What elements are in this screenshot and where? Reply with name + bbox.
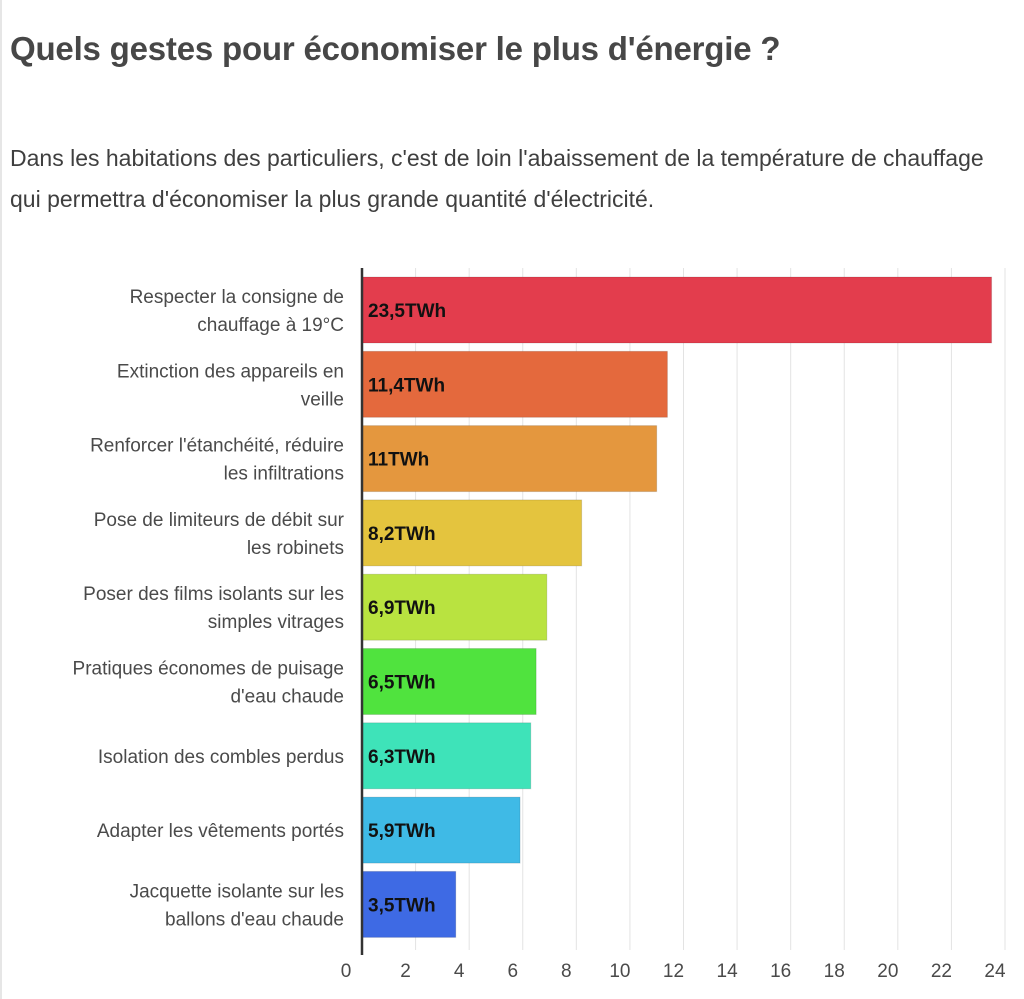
data-label: 11TWh: [368, 450, 429, 471]
x-tick-label: 0: [341, 961, 352, 982]
category-label: Pose de limiteurs de débit sur les robine…: [94, 510, 345, 559]
x-tick-label: 6: [507, 961, 518, 982]
chart-title: Quels gestes pour économiser le plus d'é…: [10, 30, 781, 67]
data-label: 6,5TWh: [368, 673, 436, 694]
category-label: Respecter la consigne de chauffage à 19°C: [130, 287, 344, 336]
category-label: Isolation des combles perdus: [98, 747, 344, 768]
x-tick-label: 24: [984, 961, 1006, 982]
x-tick-label: 12: [663, 961, 684, 982]
bar: [361, 499, 583, 567]
data-label: 23,5TWh: [368, 301, 446, 322]
bar: [361, 276, 993, 344]
bar: [361, 722, 532, 790]
category-label: Renforcer l'étanchéité, réduire les infil…: [90, 436, 344, 485]
data-label: 6,3TWh: [368, 747, 436, 768]
x-tick-label: 22: [931, 961, 952, 982]
category-label: Extinction des appareils en veille: [117, 361, 344, 410]
data-label: 5,9TWh: [368, 821, 436, 842]
x-tick-label: 16: [770, 961, 791, 982]
category-label: Adapter les vêtements portés: [97, 821, 344, 842]
bar: [361, 648, 537, 715]
data-label: 3,5TWh: [368, 895, 436, 916]
x-tick-label: 8: [561, 961, 572, 982]
bar: [361, 573, 548, 641]
x-tick-label: 20: [877, 961, 898, 982]
category-label: Jacquette isolante sur les ballons d'eau …: [130, 881, 344, 930]
category-label: Pratiques économes de puisage d'eau chaud…: [73, 659, 344, 708]
chart-subtitle: Dans les habitations des particuliers, c…: [10, 145, 984, 212]
x-tick-label: 14: [717, 961, 739, 982]
bar: [361, 870, 457, 938]
data-label: 8,2TWh: [368, 524, 436, 545]
x-tick-label: 2: [400, 961, 411, 982]
x-tick-label: 18: [824, 961, 845, 982]
x-tick-label: 10: [609, 961, 630, 982]
data-label: 11,4TWh: [368, 375, 445, 396]
x-tick-label: 4: [454, 961, 465, 982]
data-label: 6,9TWh: [368, 598, 436, 619]
category-label: Poser des films isolants sur les simples …: [83, 584, 344, 633]
